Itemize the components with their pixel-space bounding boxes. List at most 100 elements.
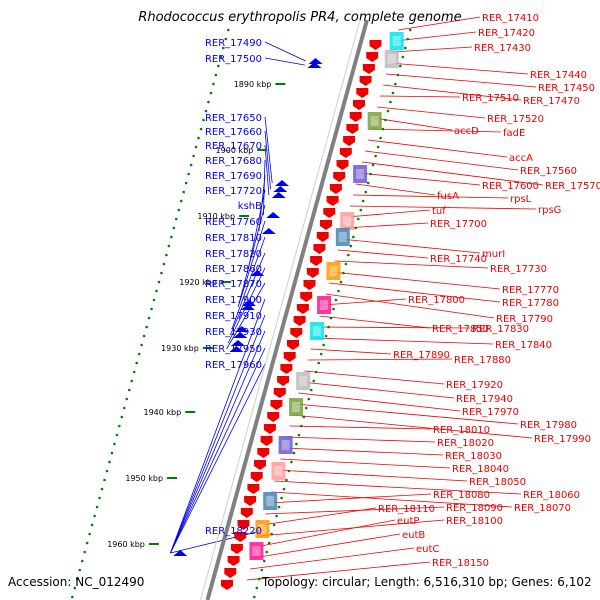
reverse-gene-arrow — [353, 100, 365, 110]
left-gene-label: RER_17950 — [205, 344, 262, 355]
left-gene-label: RER_17860 — [205, 264, 262, 275]
right-connector — [349, 205, 537, 210]
gc-dot — [73, 586, 77, 590]
reverse-gene-arrow — [333, 172, 346, 182]
right-gene-label: RER_17450 — [538, 83, 595, 94]
reverse-gene-arrow — [329, 184, 342, 194]
right-connector — [259, 519, 445, 537]
feature-block-highlight — [266, 496, 275, 506]
left-connector — [264, 130, 271, 190]
scale-tick-label: 1910 kbp — [197, 212, 235, 221]
reverse-gene-arrow — [320, 220, 332, 230]
gc-dot — [88, 532, 91, 536]
right-gene-label: RER_17570 — [545, 181, 600, 192]
gc-dot — [272, 523, 276, 527]
gc-dot — [204, 109, 208, 113]
gc-dot — [359, 208, 363, 212]
feature-block-highlight — [370, 116, 379, 126]
gc-dot — [197, 136, 200, 140]
left-connector — [264, 144, 270, 196]
right-connector — [334, 260, 489, 269]
gc-dot — [295, 442, 298, 446]
reverse-gene-arrow — [326, 196, 339, 206]
right-connector — [392, 46, 473, 53]
forward-gene-arrow — [275, 180, 289, 186]
forward-gene-arrow — [261, 228, 276, 234]
gc-dot — [214, 73, 218, 77]
label-connectors — [170, 16, 544, 581]
feature-block — [263, 492, 278, 510]
gc-dot — [226, 28, 230, 32]
right-connector — [277, 469, 468, 482]
gc-dot — [95, 505, 99, 509]
gc-dot — [177, 208, 181, 212]
gc-dot — [314, 370, 318, 374]
right-connector — [252, 533, 401, 559]
right-gene-label: RER_17880 — [454, 355, 511, 366]
forward-gene-arrow — [229, 346, 244, 352]
gc-dot — [152, 298, 156, 302]
gc-dot — [374, 154, 377, 158]
left-gene-label: RER_17900 — [205, 295, 262, 306]
gc-dot — [322, 343, 325, 347]
right-gene-label: RER_18080 — [433, 490, 490, 501]
gc-dot — [339, 280, 343, 284]
right-gene-label: accA — [509, 153, 533, 164]
gc-dot — [356, 217, 360, 221]
gc-dot — [135, 361, 138, 365]
feature-block-highlight — [299, 376, 308, 386]
right-connector — [325, 293, 495, 319]
gc-dot — [85, 541, 89, 545]
left-gene-label: RER_17490 — [205, 38, 262, 49]
reverse-gene-arrow — [349, 112, 362, 122]
right-gene-label: accD — [454, 126, 479, 137]
gc-dot — [120, 415, 124, 419]
accession-text: Accession: NC_012490 — [8, 575, 145, 589]
gc-dot — [292, 451, 296, 455]
gc-dot — [113, 442, 116, 446]
reverse-gene-arrow — [366, 52, 379, 62]
left-connector — [238, 204, 266, 304]
gc-dot — [282, 487, 286, 491]
left-gene-label: RER_17870 — [205, 279, 262, 290]
feature-block-highlight — [258, 524, 267, 534]
left-connector — [170, 347, 266, 554]
gc-dot — [145, 325, 148, 329]
gc-dot — [182, 190, 185, 194]
gc-dot — [140, 343, 143, 347]
gc-dot — [317, 361, 320, 365]
right-connector — [268, 493, 432, 504]
backbone-line — [205, 19, 369, 600]
right-gene-label: RER_17520 — [487, 114, 544, 125]
gc-dot — [369, 172, 372, 176]
gc-dot — [408, 28, 412, 32]
right-gene-label: RER_17780 — [502, 298, 559, 309]
gc-dot — [379, 136, 382, 140]
right-connector — [249, 547, 415, 570]
gc-dot — [307, 397, 311, 401]
right-connector — [361, 161, 544, 186]
left-connector — [262, 159, 266, 216]
right-gene-label: RER_17890 — [393, 350, 450, 361]
map-title: Rhodococcus erythropolis PR4, complete g… — [138, 10, 462, 25]
right-gene-label: RER_18110 — [378, 504, 435, 515]
gc-dot — [386, 109, 390, 113]
right-gene-label: RER_17980 — [520, 420, 577, 431]
right-connector — [280, 458, 451, 469]
left-connector — [170, 330, 266, 554]
gc-dot — [105, 469, 109, 473]
right-gene-label: RER_17940 — [456, 394, 513, 405]
feature-block-highlight — [320, 300, 329, 310]
forward-gene-arrow — [271, 192, 286, 198]
reverse-gene-arrow — [300, 292, 313, 302]
reverse-gene-arrow — [244, 496, 257, 506]
right-gene-label: RER_17430 — [474, 43, 531, 54]
scale-tick-label: 1940 kbp — [143, 408, 181, 417]
feature-block — [249, 542, 264, 560]
left-connector — [226, 282, 266, 350]
right-gene-label: RER_17510 — [462, 93, 519, 104]
feature-tracks — [71, 28, 412, 599]
left-gene-label: RER_17820 — [205, 249, 262, 260]
forward-gene-arrow — [234, 326, 249, 332]
reverse-gene-arrow — [260, 436, 273, 446]
